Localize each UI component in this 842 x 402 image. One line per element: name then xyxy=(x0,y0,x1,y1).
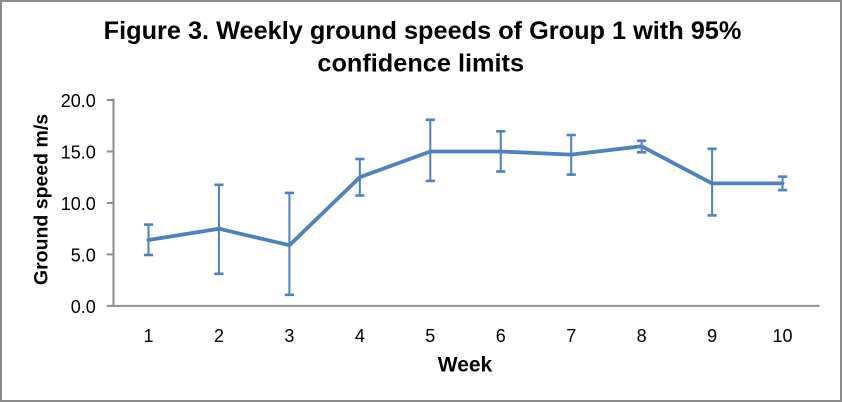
svg-text:5.0: 5.0 xyxy=(71,246,96,266)
svg-text:Figure 3. Weekly ground speeds: Figure 3. Weekly ground speeds of Group … xyxy=(104,17,742,45)
svg-text:Week: Week xyxy=(438,354,493,377)
svg-text:confidence limits: confidence limits xyxy=(317,50,524,78)
svg-text:15.0: 15.0 xyxy=(61,143,96,163)
svg-text:8: 8 xyxy=(637,326,647,346)
svg-text:9: 9 xyxy=(707,326,717,346)
svg-text:7: 7 xyxy=(566,326,576,346)
svg-text:5: 5 xyxy=(425,326,435,346)
svg-text:0.0: 0.0 xyxy=(71,297,96,317)
svg-text:3: 3 xyxy=(284,326,294,346)
svg-text:10.0: 10.0 xyxy=(61,194,96,214)
svg-text:20.0: 20.0 xyxy=(61,91,96,111)
svg-text:6: 6 xyxy=(496,326,506,346)
svg-text:10: 10 xyxy=(773,326,793,346)
svg-text:1: 1 xyxy=(143,326,153,346)
svg-text:4: 4 xyxy=(355,326,365,346)
svg-text:2: 2 xyxy=(214,326,224,346)
svg-text:Ground speed m/s: Ground speed m/s xyxy=(31,114,53,285)
